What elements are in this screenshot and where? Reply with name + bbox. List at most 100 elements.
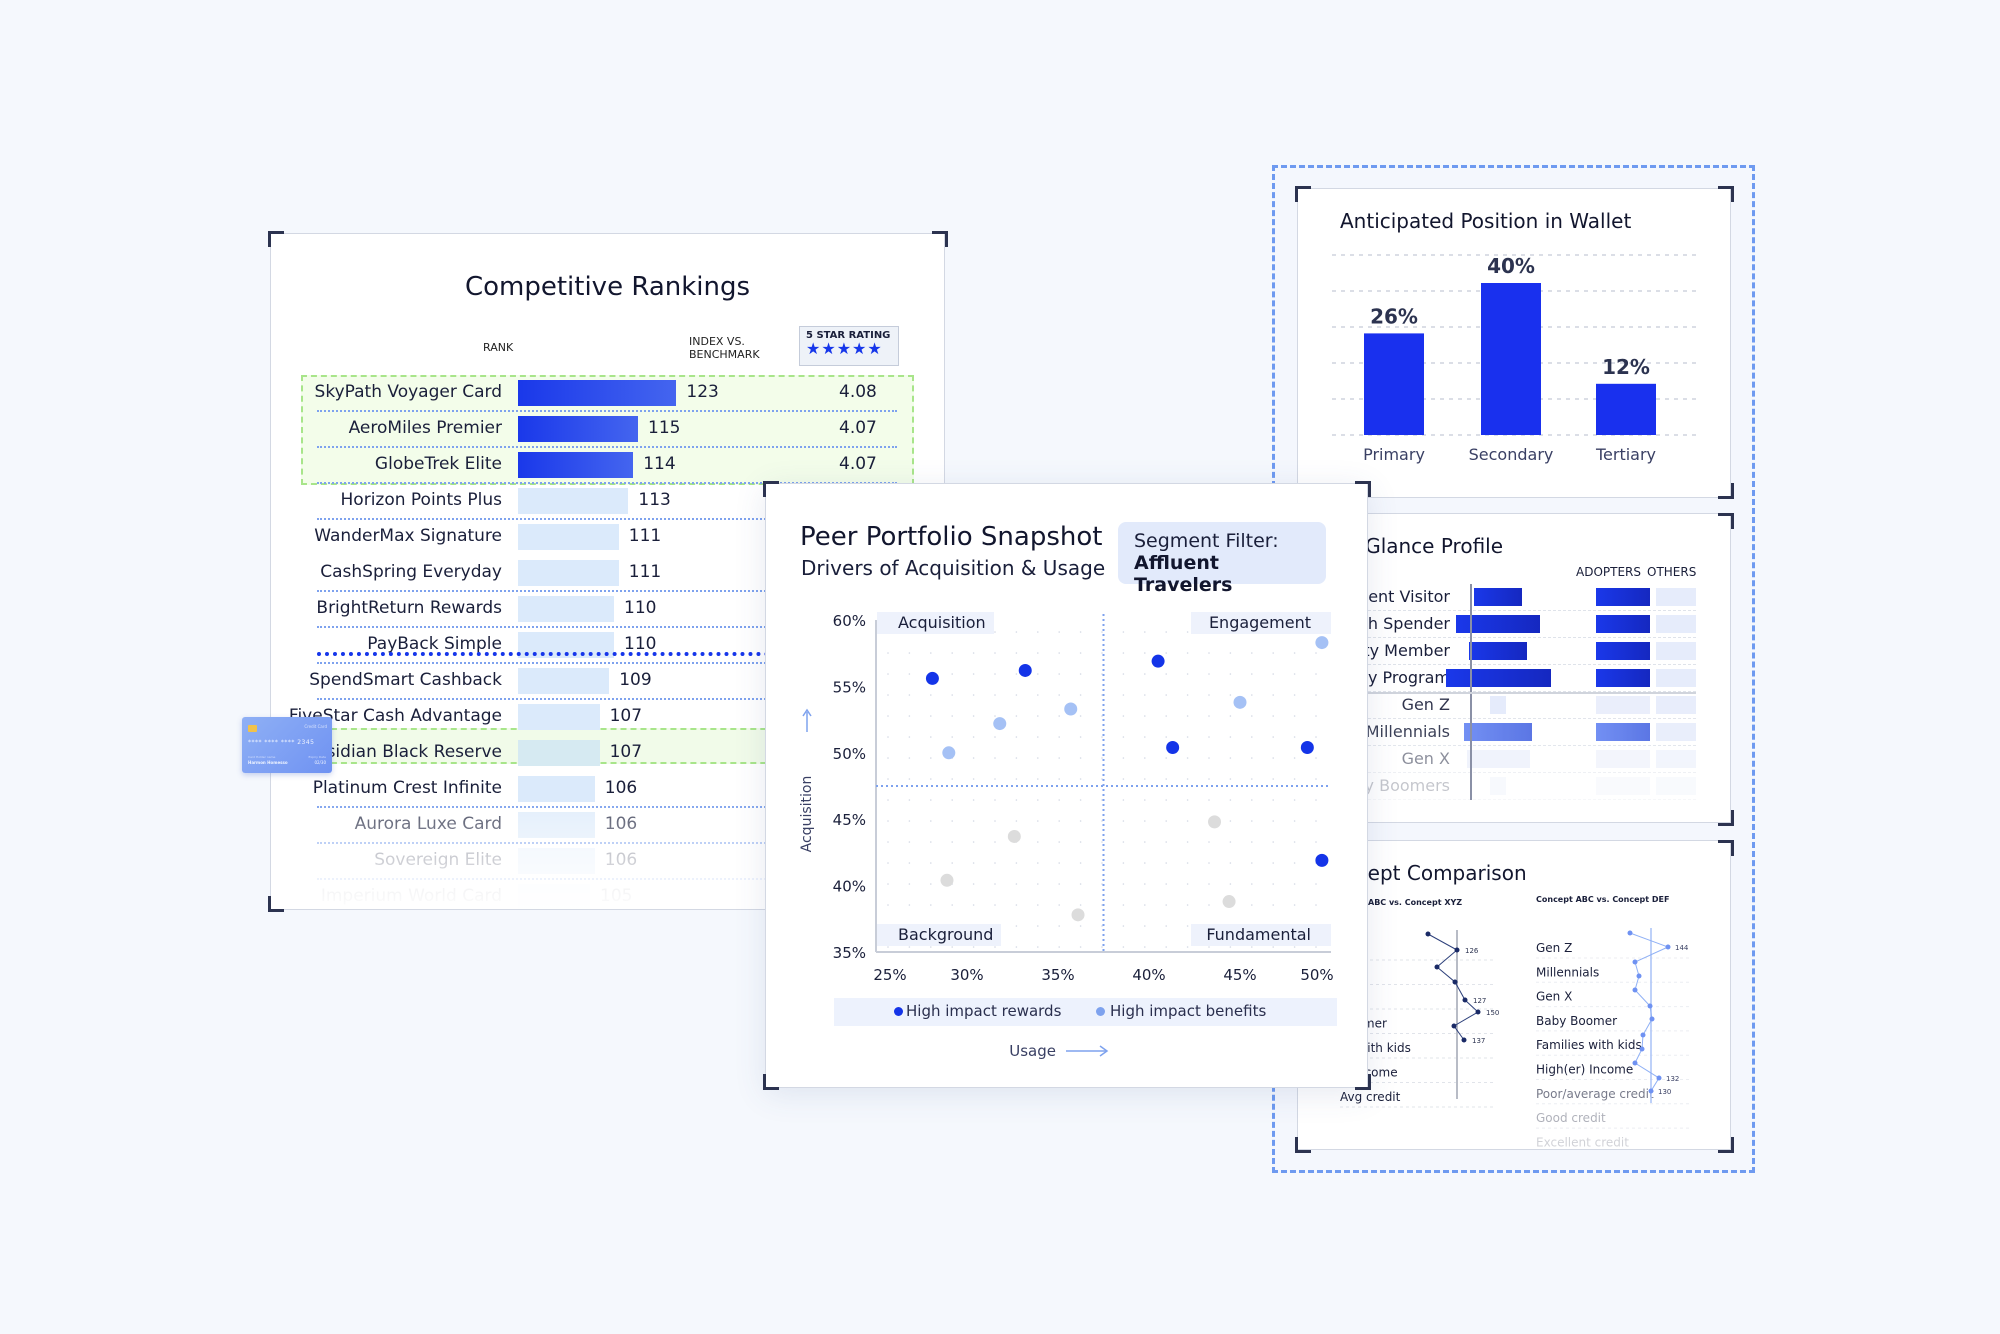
grid-dot <box>972 862 975 864</box>
grid-dot <box>930 799 932 801</box>
benefits-legend-dot-icon <box>1096 1007 1105 1016</box>
scatter-legend: High impact rewards High impact benefits <box>834 998 1337 1026</box>
grid-dot <box>1251 946 1253 948</box>
grid-dot <box>1251 673 1253 675</box>
grid-dot <box>930 652 932 654</box>
corner-marker <box>1295 1137 1311 1153</box>
grid-dot <box>1037 673 1039 675</box>
card-expiry-label: Expiry Date <box>308 755 326 759</box>
grid-dot <box>1079 862 1082 864</box>
ranking-index-value: 111 <box>628 526 662 546</box>
grid-dot <box>1058 820 1060 822</box>
grid-dot <box>908 946 911 948</box>
profile-title: A-Glance Profile <box>1344 534 1504 558</box>
concept-left-point <box>1434 964 1440 970</box>
grid-dot <box>887 757 889 759</box>
ranking-index-value: 123 <box>686 382 719 402</box>
ranking-row[interactable]: SkyPath Voyager Card 123 4.08 <box>271 376 944 412</box>
wallet-category-label: Primary <box>1363 445 1425 464</box>
grid-dot <box>1272 799 1274 801</box>
ranking-row[interactable]: WanderMax Signature 111 <box>271 520 944 556</box>
concept-left-subtitle: ABC vs. Concept XYZ <box>1368 898 1463 907</box>
grid-dot <box>1144 757 1146 759</box>
grid-dot <box>1037 694 1039 696</box>
grid-dot <box>951 904 953 906</box>
concept-right-label: Good credit <box>1536 1111 1606 1125</box>
ranking-row[interactable]: AeroMiles Premier 115 4.07 <box>271 412 944 448</box>
adopters-bar <box>1596 669 1650 687</box>
concept-right-value-label: 144 <box>1675 944 1689 952</box>
grid-dot <box>1122 883 1125 885</box>
ranking-row[interactable]: Horizon Points Plus 113 <box>271 484 944 520</box>
grid-dot <box>908 778 911 780</box>
profile-bar <box>1466 750 1530 768</box>
ranking-row[interactable]: GlobeTrek Elite 114 4.07 <box>271 448 944 484</box>
grid-dot <box>1058 904 1060 906</box>
ranking-row[interactable]: FiveStar Cash Advantage 107 <box>271 700 944 736</box>
row-separator <box>1298 799 1696 800</box>
corner-marker <box>1718 840 1734 856</box>
grid-dot <box>887 946 889 948</box>
grid-dot <box>1037 778 1039 780</box>
grid-dot <box>1165 862 1167 864</box>
grid-dot <box>1058 757 1060 759</box>
ranking-index-bar <box>518 524 619 550</box>
concept-left-point <box>1475 1009 1481 1015</box>
concept-right-point <box>1656 1075 1662 1081</box>
ranking-row[interactable]: SpendSmart Cashback 109 <box>271 664 944 700</box>
ranking-index-value: 110 <box>624 598 657 618</box>
grid-dot <box>994 757 996 759</box>
grid-dot <box>1037 715 1039 717</box>
grid-dot <box>1208 904 1210 906</box>
ranking-index-bar <box>518 452 634 478</box>
ranking-row[interactable]: BrightReturn Rewards 110 <box>271 592 944 628</box>
ranking-row[interactable]: Obsidian Black Reserve 107 <box>271 736 944 772</box>
row-separator <box>1298 745 1696 746</box>
other-point <box>1222 895 1236 909</box>
row-separator <box>1298 610 1696 611</box>
grid-dot <box>1144 862 1146 864</box>
grid-dot <box>1015 631 1018 633</box>
grid-dot <box>1079 715 1082 717</box>
ranking-name: WanderMax Signature <box>314 526 502 546</box>
grid-dot <box>908 862 911 864</box>
grid-dot <box>1251 652 1253 654</box>
corner-marker <box>268 231 284 247</box>
scatter-subtitle: Drivers of Acquisition & Usage <box>801 556 1106 580</box>
corner-marker <box>1718 483 1734 499</box>
card-number: **** **** **** 2345 <box>248 739 315 746</box>
grid-dot <box>1015 652 1018 654</box>
grid-dot <box>1058 631 1060 633</box>
segment-filter-chip[interactable]: Segment Filter: Affluent Travelers <box>1118 522 1326 596</box>
grid-dot <box>1251 715 1253 717</box>
concept-right-point <box>1627 930 1633 936</box>
wallet-position-card: Anticipated Position in Wallet 26% Primar… <box>1297 188 1731 498</box>
grid-dot <box>1186 631 1189 633</box>
profile-bar <box>1490 777 1506 795</box>
grid-dot <box>1101 673 1103 675</box>
grid-dot <box>1144 694 1146 696</box>
grid-dot <box>1293 883 1296 885</box>
grid-dot <box>1186 883 1189 885</box>
grid-dot <box>1272 673 1274 675</box>
grid-dot <box>1122 694 1125 696</box>
others-bar <box>1656 588 1696 606</box>
concept-title: ncept Comparison <box>1344 861 1527 885</box>
concept-right-label: Baby Boomer <box>1536 1014 1617 1028</box>
wallet-bar <box>1481 283 1541 435</box>
y-axis-title: Acquisition <box>799 776 815 853</box>
grid-dot <box>1079 841 1082 843</box>
grid-dot <box>930 757 932 759</box>
grid-dot <box>1165 757 1167 759</box>
other-point <box>1071 908 1085 922</box>
ranking-row[interactable]: CashSpring Everyday 111 <box>271 556 944 592</box>
row-separator <box>317 518 897 520</box>
grid-dot <box>1208 799 1210 801</box>
grid-dot <box>1122 631 1125 633</box>
grid-dot <box>1015 883 1018 885</box>
grid-dot <box>1122 820 1125 822</box>
chip-icon <box>248 725 257 732</box>
concept-right-point <box>1632 987 1638 993</box>
grid-dot <box>1079 904 1082 906</box>
grid-dot <box>994 904 996 906</box>
